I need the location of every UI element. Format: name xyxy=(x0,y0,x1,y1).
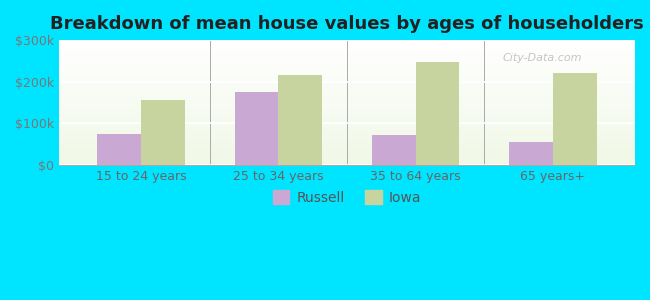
Text: City-Data.com: City-Data.com xyxy=(502,52,582,63)
Title: Breakdown of mean house values by ages of householders: Breakdown of mean house values by ages o… xyxy=(50,15,644,33)
Bar xyxy=(235,92,278,165)
Bar xyxy=(141,100,185,165)
Legend: Russell, Iowa: Russell, Iowa xyxy=(267,184,427,210)
Bar xyxy=(372,135,415,165)
Bar xyxy=(278,76,322,165)
Bar xyxy=(552,74,597,165)
Bar xyxy=(415,62,460,165)
Bar xyxy=(509,142,552,165)
Bar xyxy=(98,134,141,165)
